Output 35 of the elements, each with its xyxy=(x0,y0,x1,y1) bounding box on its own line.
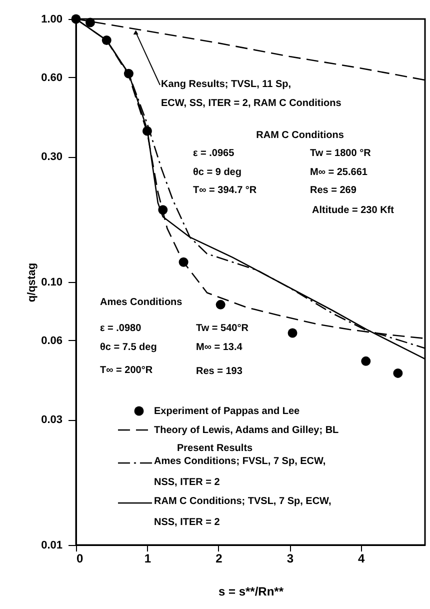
annotation: Tw = 1800 °R xyxy=(310,148,372,159)
annotation: θc = 7.5 deg xyxy=(100,342,157,353)
legend-label: RAM C Conditions; TVSL, 7 Sp, ECW, NSS, ITER = 2 xyxy=(154,496,332,528)
annotation: Ames Conditions xyxy=(100,297,183,308)
y-tick-label: 0.01 xyxy=(41,540,62,552)
annotation: T∞ = 394.7 °R xyxy=(193,185,258,196)
x-tick-label: 0 xyxy=(76,552,84,566)
annotation: M∞ = 25.661 xyxy=(310,167,368,178)
annotation: M∞ = 13.4 xyxy=(196,342,243,353)
y-axis-title: q/qstag xyxy=(26,262,38,302)
y-tick-label: 0.30 xyxy=(41,151,62,164)
y-tick-label: 0.10 xyxy=(41,276,62,288)
annotation: T∞ = 200°R xyxy=(100,365,154,376)
y-tick-label: 0.06 xyxy=(41,334,62,347)
legend-label: Experiment of Pappas and Lee xyxy=(154,406,300,417)
legend-label: Ames Conditions; FVSL, 7 Sp, ECW, NSS, ITER = 2 xyxy=(154,456,326,488)
x-tick-label: 1 xyxy=(144,552,152,566)
annotation: Res = 193 xyxy=(196,366,243,377)
x-axis-title: s = s**/Rn** xyxy=(218,584,284,598)
annotation: Res = 269 xyxy=(310,185,357,196)
annotation: RAM C Conditions xyxy=(256,130,344,141)
y-tick-label: 0.03 xyxy=(41,414,62,426)
annotation: ε = .0965 xyxy=(193,148,235,159)
y-tick-label: 0.60 xyxy=(41,72,62,84)
annotation: ε = .0980 xyxy=(100,323,142,334)
x-tick-label: 3 xyxy=(286,552,294,566)
annotation: Altitude = 230 Kft xyxy=(312,205,395,216)
x-tick-label: 4 xyxy=(358,552,366,566)
annotation: θc = 9 deg xyxy=(193,167,242,178)
legend-label: Theory of Lewis, Adams and Gilley; BL xyxy=(154,425,339,436)
annotation: Tw = 540°R xyxy=(196,323,250,334)
y-tick-label: 1.00 xyxy=(41,14,62,26)
annotation: Present Results xyxy=(177,443,254,454)
x-tick-label: 2 xyxy=(216,552,223,566)
annotation: Kang Results; TVSL, 11 Sp, ECW, SS, ITER = 2, RAM C Conditions xyxy=(161,79,342,109)
